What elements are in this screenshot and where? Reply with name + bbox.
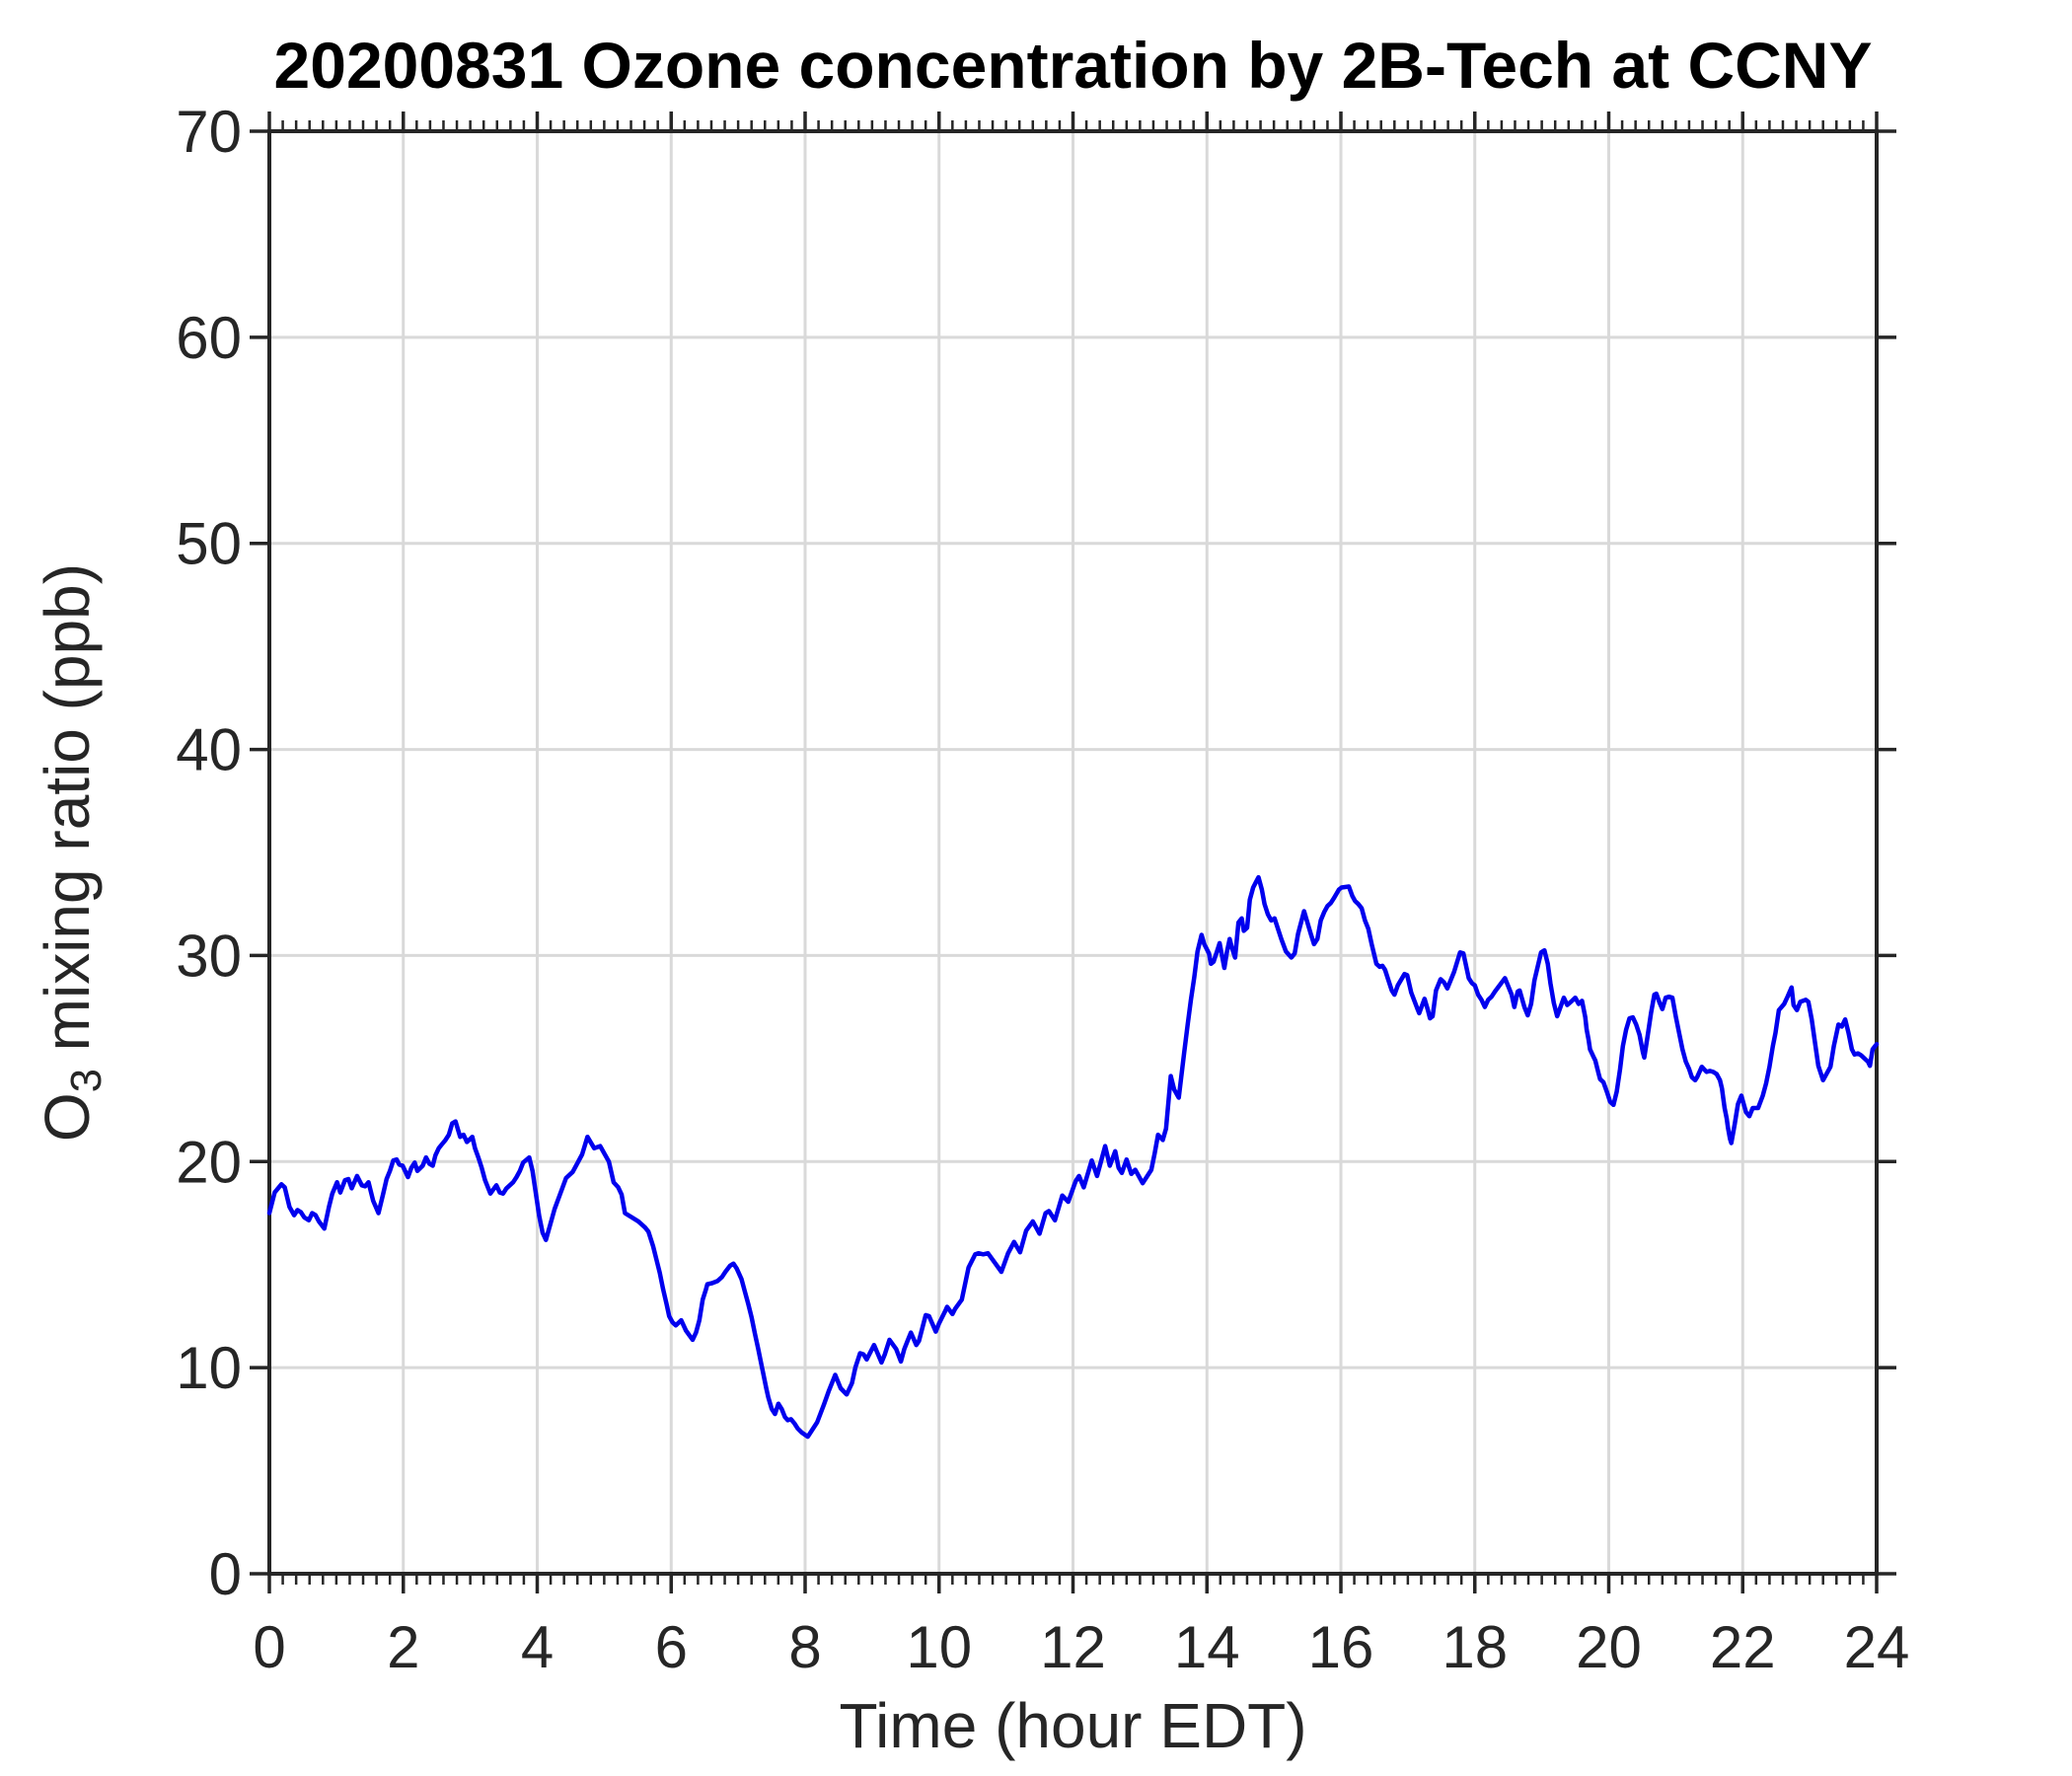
y-tick-label: 70 [176, 99, 242, 165]
y-tick-label: 0 [209, 1541, 242, 1607]
y-tick-label: 50 [176, 511, 242, 577]
y-tick-label: 20 [176, 1129, 242, 1195]
x-tick-label: 14 [1174, 1614, 1240, 1680]
y-tick-label: 10 [176, 1335, 242, 1401]
x-axis-label: Time (hour EDT) [839, 1690, 1307, 1761]
x-tick-labels: 0 2 4 6 8 10 12 14 16 18 20 22 24 [253, 1614, 1909, 1680]
y-tick-label: 40 [176, 717, 242, 783]
y-axis-label-subscript: 3 [63, 1069, 111, 1093]
y-axis-label: O3 mixing ratio (ppb) [31, 563, 111, 1142]
x-tick-label: 0 [253, 1614, 285, 1680]
y-tick-label: 30 [176, 923, 242, 989]
x-tick-label: 18 [1442, 1614, 1508, 1680]
x-tick-label: 16 [1308, 1614, 1374, 1680]
chart-title: 20200831 Ozone concentration by 2B-Tech … [273, 29, 1873, 102]
y-tick-label: 60 [176, 305, 242, 371]
x-tick-label: 24 [1844, 1614, 1910, 1680]
x-tick-label: 2 [387, 1614, 419, 1680]
x-tick-label: 8 [788, 1614, 821, 1680]
y-tick-labels: 0 10 20 30 40 50 60 70 [176, 99, 242, 1607]
grid-lines [267, 129, 1879, 1576]
y-axis-label-rest: mixing ratio (ppb) [31, 562, 103, 1070]
y-axis-label-base: O [31, 1092, 103, 1143]
x-tick-label: 6 [655, 1614, 688, 1680]
plot-box [267, 129, 1879, 1576]
x-tick-label: 12 [1040, 1614, 1106, 1680]
x-tick-label: 20 [1576, 1614, 1642, 1680]
x-tick-label: 10 [906, 1614, 972, 1680]
data-line-o3 [266, 874, 1880, 1440]
x-tick-label: 22 [1710, 1614, 1776, 1680]
x-tick-label: 4 [521, 1614, 554, 1680]
